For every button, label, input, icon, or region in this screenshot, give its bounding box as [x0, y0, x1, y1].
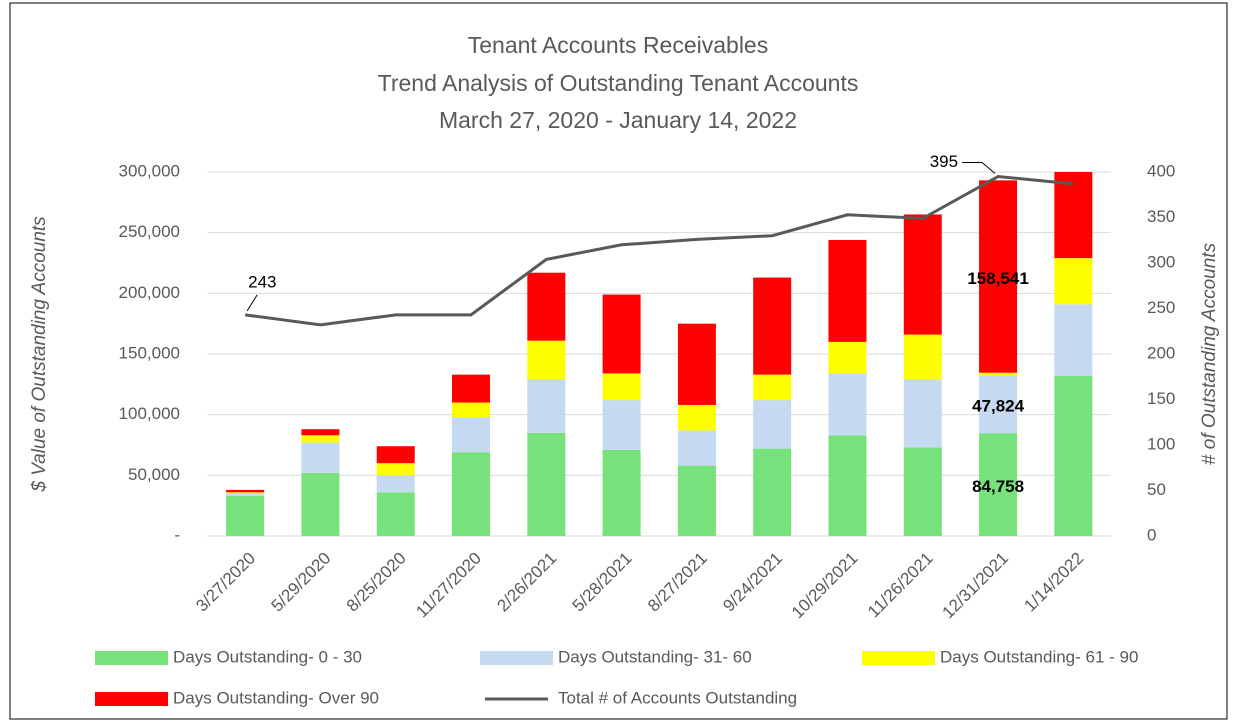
bar-segment: [1054, 172, 1093, 259]
bar-segment: [677, 404, 716, 431]
bar-segment: [979, 180, 1018, 373]
chart-title: Tenant Accounts Receivables: [468, 32, 768, 58]
bar-segment: [602, 294, 641, 374]
bar-segment: [301, 442, 340, 473]
bar-segment: [301, 435, 340, 443]
bar-segment: [527, 432, 566, 536]
legend-label: Days Outstanding- 0 - 30: [173, 647, 362, 666]
legend-label: Days Outstanding- 31- 60: [558, 647, 752, 666]
bar-segment: [1054, 375, 1093, 536]
bar-segment: [903, 214, 942, 335]
legend-swatch: [95, 651, 168, 665]
bar-segment: [452, 374, 491, 403]
bar-segment: [677, 323, 716, 405]
bar-segment: [226, 489, 265, 493]
bar-segment: [753, 277, 792, 375]
y-tick-label: 200,000: [119, 283, 180, 302]
y2-tick-label: 50: [1147, 480, 1166, 499]
bar-segment: [301, 472, 340, 536]
y2-tick-label: 200: [1147, 343, 1175, 362]
bar-segment: [828, 435, 867, 536]
bar-segment: [226, 495, 265, 536]
y-tick-label: 300,000: [119, 161, 180, 180]
bar-segment: [452, 417, 491, 453]
bar-segment: [903, 334, 942, 380]
y-tick-label: 250,000: [119, 222, 180, 241]
legend-swatch: [862, 651, 935, 665]
bar-segment: [828, 341, 867, 374]
bar-segment: [602, 400, 641, 450]
data-label: 84,758: [972, 477, 1024, 496]
bar-segment: [979, 433, 1018, 536]
line-label: 243: [248, 272, 276, 291]
y-tick-label: -: [174, 525, 180, 544]
data-label: 158,541: [967, 269, 1028, 288]
chart-subtitle: Trend Analysis of Outstanding Tenant Acc…: [378, 70, 859, 96]
legend-label: Days Outstanding- Over 90: [173, 688, 379, 707]
bar-segment: [527, 272, 566, 341]
y-axis-title: $ Value of Outstanding Accounts: [29, 216, 50, 493]
chart-subtitle: March 27, 2020 - January 14, 2022: [439, 107, 797, 133]
y2-tick-label: 100: [1147, 434, 1175, 453]
bar-segment: [226, 493, 265, 496]
y2-tick-label: 250: [1147, 298, 1175, 317]
y-tick-label: 150,000: [119, 343, 180, 362]
line: [244, 175, 1074, 327]
leader: [246, 294, 258, 312]
y2-tick-label: 0: [1147, 525, 1156, 544]
data-label: 47,824: [972, 397, 1025, 416]
y2-tick-label: 150: [1147, 389, 1175, 408]
leader: [962, 162, 996, 174]
bar-segment: [527, 379, 566, 433]
y-tick-label: 100,000: [119, 404, 180, 423]
bar-segment: [903, 379, 942, 448]
bar-segment: [527, 340, 566, 380]
legend-swatch: [95, 692, 168, 706]
bar-segment: [1054, 304, 1093, 376]
legend-swatch: [480, 651, 553, 665]
bar-segment: [602, 449, 641, 536]
bar-segment: [753, 400, 792, 449]
bar-segment: [376, 475, 415, 493]
bar-segment: [452, 452, 491, 536]
bar-segment: [1054, 258, 1093, 305]
bar-segment: [828, 239, 867, 342]
y2-tick-label: 350: [1147, 207, 1175, 226]
bar-segment: [602, 373, 641, 401]
legend-label: Days Outstanding- 61 - 90: [940, 647, 1138, 666]
bar-segment: [828, 373, 867, 436]
bar-segment: [376, 492, 415, 536]
line-label: 395: [930, 152, 958, 171]
y2-axis-title: # of Outstanding Accounts: [1199, 242, 1220, 465]
bar-segment: [979, 375, 1018, 434]
bar-segment: [376, 446, 415, 464]
bar-segment: [677, 430, 716, 466]
bar-segment: [301, 429, 340, 436]
y2-tick-label: 300: [1147, 252, 1175, 271]
y-tick-label: 50,000: [128, 465, 180, 484]
bar-segment: [753, 448, 792, 536]
y2-tick-label: 400: [1147, 161, 1175, 180]
bar-segment: [979, 372, 1018, 376]
bar-segment: [903, 447, 942, 536]
bar-segment: [226, 492, 265, 494]
bar-segment: [753, 374, 792, 401]
bar-segment: [677, 465, 716, 536]
legend-label: Total # of Accounts Outstanding: [558, 688, 797, 707]
bar-segment: [452, 402, 491, 418]
bar-segment: [376, 463, 415, 476]
